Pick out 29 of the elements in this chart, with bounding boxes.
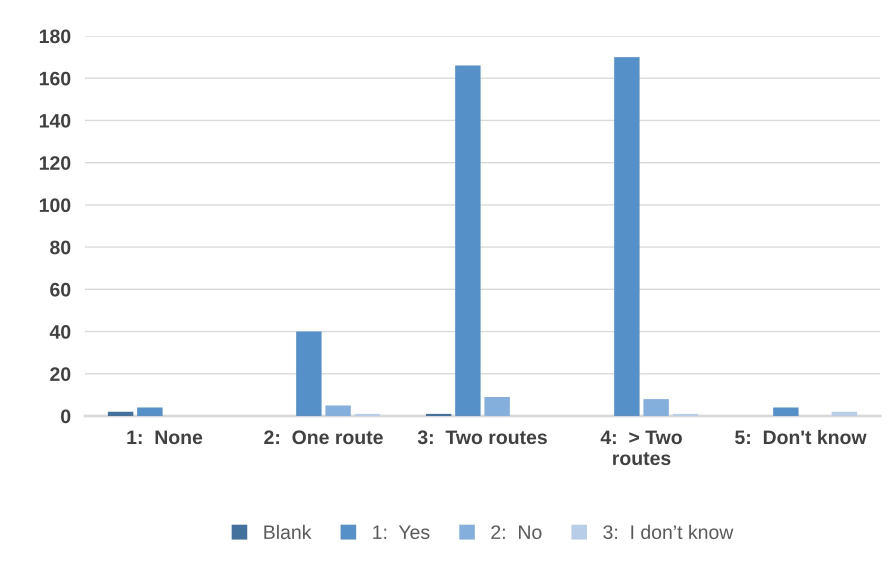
bar xyxy=(296,332,322,416)
x-tick-label: 4: > Two routes xyxy=(600,430,682,466)
bar xyxy=(455,66,481,416)
y-tick-label: 80 xyxy=(50,240,70,254)
bar xyxy=(773,408,799,416)
y-tick-label: 120 xyxy=(40,156,70,170)
x-tick-label: 2: One route xyxy=(264,430,383,444)
legend-label: Blank xyxy=(264,524,312,540)
bar xyxy=(325,405,351,416)
y-tick-label: 40 xyxy=(50,325,70,339)
y-tick-label: 0 xyxy=(61,409,70,424)
bar xyxy=(484,397,510,416)
y-tick-label: 100 xyxy=(40,198,70,212)
x-tick-label: 1: None xyxy=(127,430,202,444)
y-tick-label: 20 xyxy=(50,367,70,382)
y-tick-label: 180 xyxy=(40,29,70,44)
bar xyxy=(137,408,163,416)
legend-label: 1: Yes xyxy=(373,526,430,540)
y-tick-label: 60 xyxy=(50,282,70,297)
x-tick-label: 3: Two routes xyxy=(418,430,547,444)
bar xyxy=(614,57,640,416)
y-tick-label: 140 xyxy=(40,114,70,128)
bar xyxy=(832,412,858,416)
bar xyxy=(108,412,134,416)
legend-label: 3: I don’t know xyxy=(603,524,734,540)
bar xyxy=(643,399,669,416)
legend-label: 2: No xyxy=(491,525,542,540)
y-tick-label: 160 xyxy=(40,72,70,86)
x-tick-label: 5: Don't know xyxy=(735,430,867,444)
